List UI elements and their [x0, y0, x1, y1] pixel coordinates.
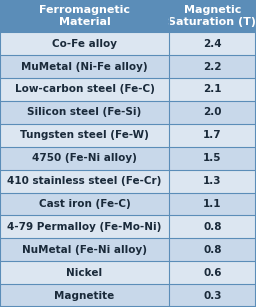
- Bar: [169, 78, 256, 101]
- Bar: [0, 169, 169, 192]
- Text: 1.3: 1.3: [203, 176, 222, 186]
- Bar: [169, 55, 256, 78]
- Bar: [0, 216, 169, 238]
- Bar: [0, 192, 169, 216]
- Bar: [169, 101, 256, 124]
- Text: Nickel: Nickel: [66, 268, 103, 278]
- Text: 1.5: 1.5: [203, 153, 222, 163]
- Text: 4750 (Fe-Ni alloy): 4750 (Fe-Ni alloy): [32, 153, 137, 163]
- Bar: [0, 78, 169, 101]
- Text: Cast iron (Fe-C): Cast iron (Fe-C): [39, 199, 130, 209]
- Bar: [0, 238, 169, 261]
- Bar: [169, 284, 256, 307]
- Text: 4-79 Permalloy (Fe-Mo-Ni): 4-79 Permalloy (Fe-Mo-Ni): [7, 222, 162, 232]
- Text: 410 stainless steel (Fe-Cr): 410 stainless steel (Fe-Cr): [7, 176, 162, 186]
- Bar: [169, 238, 256, 261]
- Bar: [0, 147, 169, 169]
- Text: MuMetal (Ni-Fe alloy): MuMetal (Ni-Fe alloy): [21, 62, 148, 72]
- Bar: [0, 284, 169, 307]
- Text: 1.1: 1.1: [203, 199, 222, 209]
- Text: 0.6: 0.6: [203, 268, 222, 278]
- Bar: [0, 0, 169, 32]
- Text: Co-Fe alloy: Co-Fe alloy: [52, 39, 117, 49]
- Text: 1.7: 1.7: [203, 130, 222, 140]
- Text: 2.4: 2.4: [203, 39, 222, 49]
- Bar: [169, 261, 256, 284]
- Text: 0.3: 0.3: [203, 290, 222, 301]
- Bar: [169, 32, 256, 55]
- Text: 2.2: 2.2: [203, 62, 222, 72]
- Bar: [0, 32, 169, 55]
- Text: Magnetite: Magnetite: [54, 290, 115, 301]
- Bar: [169, 192, 256, 216]
- Bar: [169, 216, 256, 238]
- Text: 0.8: 0.8: [203, 245, 222, 255]
- Text: Tungsten steel (Fe-W): Tungsten steel (Fe-W): [20, 130, 149, 140]
- Text: Ferromagnetic
Material: Ferromagnetic Material: [39, 5, 130, 27]
- Bar: [0, 261, 169, 284]
- Text: 0.8: 0.8: [203, 222, 222, 232]
- Bar: [169, 169, 256, 192]
- Text: Low-carbon steel (Fe-C): Low-carbon steel (Fe-C): [15, 84, 154, 95]
- Text: Silicon steel (Fe-Si): Silicon steel (Fe-Si): [27, 107, 142, 117]
- Bar: [0, 101, 169, 124]
- Text: NuMetal (Fe-Ni alloy): NuMetal (Fe-Ni alloy): [22, 245, 147, 255]
- Text: Magnetic
Saturation (T): Magnetic Saturation (T): [168, 5, 256, 27]
- Bar: [169, 147, 256, 169]
- Bar: [169, 124, 256, 147]
- Text: 2.0: 2.0: [203, 107, 222, 117]
- Bar: [0, 124, 169, 147]
- Bar: [169, 0, 256, 32]
- Bar: [0, 55, 169, 78]
- Text: 2.1: 2.1: [203, 84, 222, 95]
